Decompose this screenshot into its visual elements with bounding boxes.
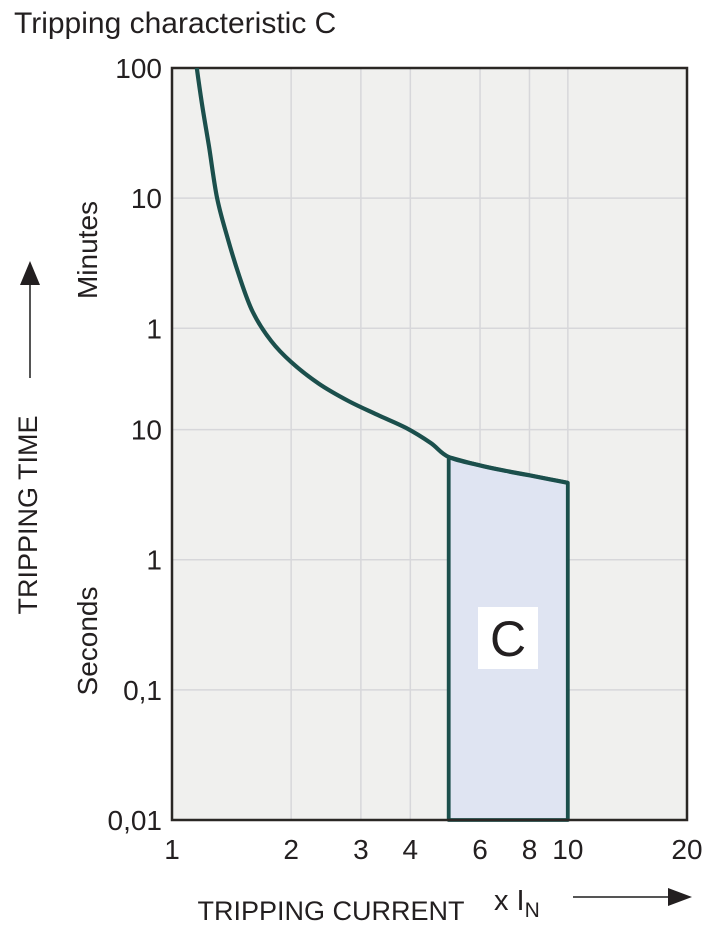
x-tick-label: 8	[522, 834, 538, 865]
x-tick-label: 20	[671, 834, 702, 865]
plot-frame	[170, 66, 689, 822]
x-tick-labels: 1 2 3 4 6 8 10 20	[164, 834, 702, 865]
y-axis-unit-minutes: Minutes	[72, 201, 103, 299]
x-tick-label: 1	[164, 834, 180, 865]
y-tick-label: 0,01	[108, 805, 163, 836]
y-axis-unit-seconds: Seconds	[72, 587, 103, 696]
x-tick-label: 2	[283, 834, 299, 865]
y-tick-label: 10	[131, 183, 162, 214]
y-axis-arrow-icon	[20, 261, 40, 378]
y-tick-labels: 100 10 1 10 1 0,1 0,01	[108, 53, 163, 836]
y-tick-label: 1	[146, 545, 162, 576]
y-axis-title: TRIPPING TIME	[13, 415, 43, 614]
x-tick-label: 4	[403, 834, 419, 865]
y-tick-label: 100	[115, 53, 162, 84]
x-tick-label: 10	[552, 834, 583, 865]
page-title: Tripping characteristic C	[14, 7, 336, 40]
x-tick-label: 6	[472, 834, 488, 865]
x-tick-label: 3	[353, 834, 369, 865]
band-label-box	[478, 607, 538, 669]
x-axis-title: TRIPPING CURRENT	[197, 896, 464, 926]
trip-curve	[194, 68, 569, 485]
plot-gridlines	[172, 68, 687, 820]
band-label: C	[490, 611, 526, 667]
y-tick-label: 1	[146, 313, 162, 344]
x-axis-unit: x IN	[494, 885, 540, 922]
x-axis-arrow-icon	[573, 888, 692, 906]
y-tick-label: 10	[131, 415, 162, 446]
y-tick-label: 0,1	[123, 675, 162, 706]
trip-curve-path	[194, 68, 569, 485]
